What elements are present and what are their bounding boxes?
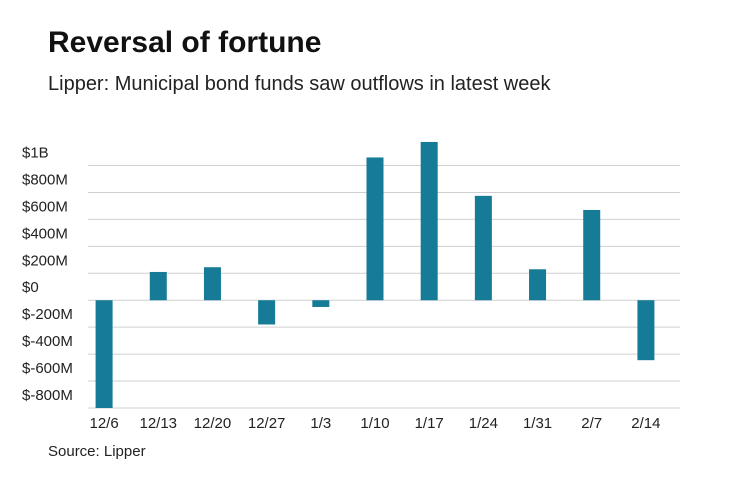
bar xyxy=(366,157,384,301)
chart-title: Reversal of fortune xyxy=(48,26,321,59)
chart-subtitle: Lipper: Municipal bond funds saw outflow… xyxy=(48,73,552,95)
y-tick-label: $-200M xyxy=(22,306,73,323)
bar xyxy=(312,300,330,307)
x-tick-label: 1/17 xyxy=(415,415,444,432)
bar xyxy=(203,267,221,301)
y-tick-label: $-800M xyxy=(22,387,73,404)
y-tick-label: $600M xyxy=(22,198,68,215)
bar xyxy=(583,209,601,301)
x-tick-label: 12/6 xyxy=(89,415,118,432)
y-tick-label: $200M xyxy=(22,252,68,269)
source: Source: Lipper xyxy=(48,443,146,460)
y-tick-label: $-400M xyxy=(22,333,73,350)
y-tick-label: $-600M xyxy=(22,360,73,377)
y-tick-label: $800M xyxy=(22,171,68,188)
bar xyxy=(637,300,655,361)
bar xyxy=(95,300,113,408)
x-tick-label: 12/20 xyxy=(194,415,232,432)
x-tick-label: 1/3 xyxy=(310,415,331,432)
y-tick-label: $0 xyxy=(22,279,39,296)
x-tick-label: 12/13 xyxy=(139,415,177,432)
bar xyxy=(420,141,438,301)
x-tick-label: 1/24 xyxy=(469,415,498,432)
x-tick-label: 1/31 xyxy=(523,415,552,432)
bar xyxy=(258,300,276,325)
x-tick-label: 1/10 xyxy=(360,415,389,432)
y-tick-label: $400M xyxy=(22,225,68,242)
x-tick-label: 12/27 xyxy=(248,415,286,432)
bar xyxy=(474,195,492,301)
x-tick-label: 2/14 xyxy=(631,415,660,432)
bar xyxy=(149,271,167,301)
bar xyxy=(529,269,547,301)
y-tick-label: $1B xyxy=(22,145,49,162)
x-tick-label: 2/7 xyxy=(581,415,602,432)
